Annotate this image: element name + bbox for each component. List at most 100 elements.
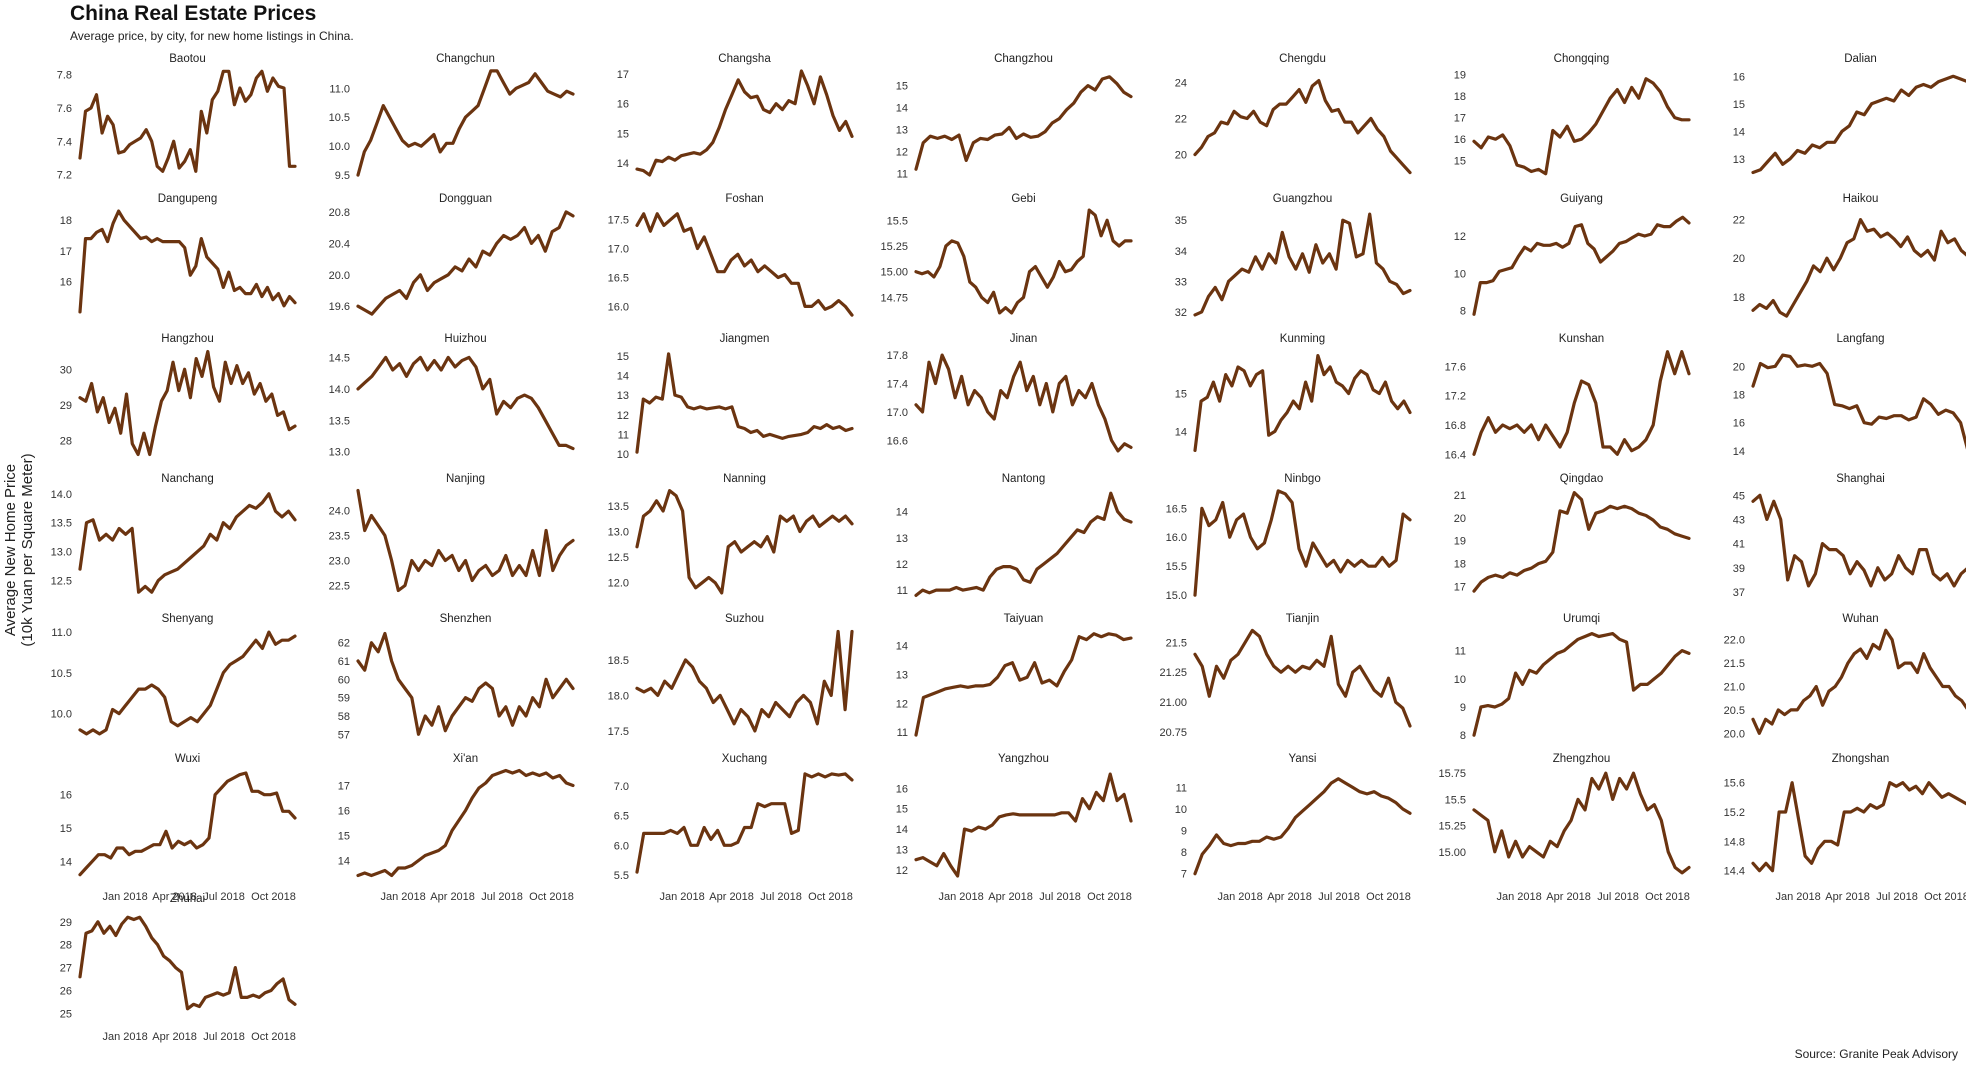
y-tick-label: 14.75 [880,292,908,304]
facet-title: Yangzhou [998,753,1049,765]
facet-title: Xuchang [722,753,767,765]
y-tick-label: 7.2 [57,170,72,182]
y-tick-label: 21.0 [1724,682,1745,694]
y-tick-label: 20.8 [329,207,350,219]
y-tick-label: 62 [338,638,350,650]
y-tick-label: 13.0 [329,447,350,459]
facet-title: Zhuhai [170,893,205,905]
facet-title: Ninbgo [1284,473,1320,485]
y-tick-label: 10.5 [51,668,72,680]
y-tick-label: 15 [896,81,908,93]
y-tick-label: 17.2 [1445,391,1466,403]
y-tick-label: 15 [617,128,629,140]
facet-panel: Huizhou 13.0 13.5 14.0 14.5 [329,333,575,459]
y-tick-label: 41 [1733,539,1745,551]
y-tick-label: 11 [897,585,908,597]
facet-title: Foshan [725,193,763,205]
y-tick-label: 14 [896,824,908,836]
series-line [1751,218,1966,318]
facet-panel: Shenyang 10.0 10.5 11.0 [51,613,297,736]
y-tick-label: 16.6 [887,435,908,447]
y-tick-label: 16.5 [1166,503,1187,515]
x-tick-label: Jul 2018 [203,1031,245,1043]
facet-panel: Shenzhen 57 58 59 60 61 62 [338,613,575,741]
facet-panel: Haikou 18 20 22 [1733,193,1966,318]
facet-title: Nantong [1002,473,1045,485]
series-line [78,349,297,457]
facet-panel: Xi'an 14 15 16 17 Jan 2018 Apr 2018 Jul 2018 Oct… [338,753,575,903]
y-tick-label: 13.5 [608,501,629,513]
facet-panel: Xuchang 5.5 6.0 6.5 7.0 Jan 2018 Apr 2018 Jul 2… [614,753,854,903]
y-tick-label: 22 [1733,215,1745,227]
y-tick-label: 20 [1733,361,1745,373]
facet-title: Shanghai [1836,473,1885,485]
y-tick-label: 17 [1454,113,1466,125]
facet-panel: Guangzhou 32 33 34 35 [1175,193,1412,319]
y-tick-label: 14.0 [51,489,72,501]
series-line [356,210,575,316]
series-line [1751,628,1966,735]
y-tick-label: 12 [1454,231,1466,243]
x-tick-label: Jan 2018 [1218,891,1263,903]
facet-panel: Foshan 16.0 16.5 17.0 17.5 [608,193,854,317]
y-tick-label: 6.5 [614,811,629,823]
facet-panel: Dangupeng 16 17 18 [60,193,297,314]
y-tick-label: 8 [1460,306,1466,318]
y-tick-label: 16.0 [1166,532,1187,544]
y-tick-label: 29 [60,917,72,929]
facet-title: Wuxi [175,753,200,765]
facet-title: Shenyang [162,613,214,625]
facet-panel: Yansi 7 8 9 10 11 Jan 2018 Apr 2018 Jul 2018 Oct … [1175,753,1412,903]
facet-title: Gebi [1011,193,1035,205]
x-tick-label: Apr 2018 [1267,891,1312,903]
y-tick-label: 12.0 [608,578,629,590]
y-tick-label: 19.6 [329,301,350,313]
series-line [78,771,297,877]
chart-title: China Real Estate Prices [70,2,317,25]
y-tick-label: 15.2 [1724,807,1745,819]
y-tick-label: 23.5 [329,531,350,543]
x-tick-label: Oct 2018 [251,1031,296,1043]
series-line [1751,493,1966,588]
facet-title: Haikou [1843,193,1879,205]
y-tick-label: 14 [617,158,629,170]
y-tick-label: 7 [1181,869,1187,881]
y-tick-label: 16 [338,806,350,818]
y-tick-label: 12 [896,698,908,710]
y-tick-label: 12.5 [51,576,72,588]
facet-title: Jiangmen [720,333,770,345]
series-line [1193,628,1412,728]
y-tick-label: 12.5 [608,552,629,564]
y-tick-label: 34 [1175,246,1187,258]
series-line [1472,77,1691,176]
y-tick-label: 21.5 [1724,658,1745,670]
y-tick-label: 17 [617,69,629,81]
facet-panel: Zhuhai 25 26 27 28 29 Jan 2018 Apr 2018 Jul 2018… [60,893,297,1043]
facet-panel: Chengdu 20 22 24 [1175,53,1412,175]
y-tick-label: 11.0 [51,627,72,639]
facet-panel: Chongqing 15 16 17 18 19 [1454,53,1691,176]
facet-title: Qingdao [1560,473,1603,485]
y-tick-label: 14.0 [329,384,350,396]
y-tick-label: 14 [1733,446,1745,458]
facet-title: Changzhou [994,53,1053,65]
y-tick-label: 27 [60,963,72,975]
y-tick-label: 12 [617,410,629,422]
y-tick-label: 14 [60,856,72,868]
y-tick-label: 12 [896,559,908,571]
y-tick-label: 20.5 [1724,705,1745,717]
y-tick-label: 10 [1454,674,1466,686]
y-tick-label: 15 [60,823,72,835]
y-tick-label: 6.0 [614,840,629,852]
facet-title: Zhongshan [1832,753,1890,765]
y-tick-label: 18 [1733,292,1745,304]
y-tick-label: 21.5 [1166,637,1187,649]
facet-title: Suzhou [725,613,764,625]
series-line [914,772,1133,878]
y-tick-label: 17.0 [608,244,629,256]
y-tick-label: 16 [60,790,72,802]
x-tick-label: Jul 2018 [1597,891,1639,903]
y-tick-label: 28 [60,435,72,447]
